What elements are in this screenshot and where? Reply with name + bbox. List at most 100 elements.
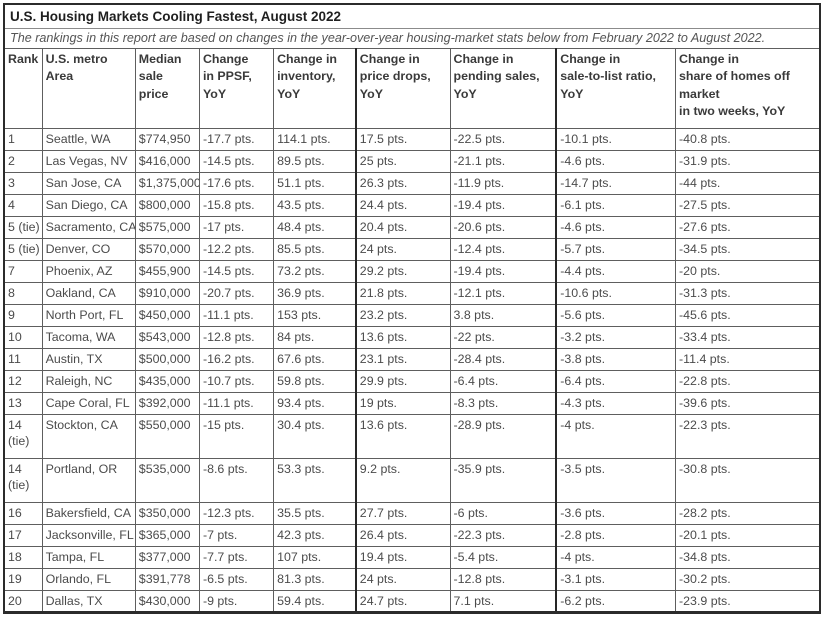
cell-change_inventory_yoy: 42.3 pts. bbox=[273, 523, 357, 547]
cell-rank: 9 bbox=[3, 303, 43, 327]
cell-median_sale_price: $570,000 bbox=[134, 237, 200, 261]
cell-change_pending_sales_yoy: -35.9 pts. bbox=[449, 457, 557, 503]
cell-change_ppsf_yoy: -9 pts. bbox=[198, 589, 275, 613]
cell-change_pending_sales_yoy: -22.5 pts. bbox=[449, 127, 557, 151]
cell-rank: 11 bbox=[3, 347, 43, 371]
cell-change_ppsf_yoy: -16.2 pts. bbox=[198, 347, 275, 371]
cell-change_inventory_yoy: 107 pts. bbox=[273, 545, 357, 569]
cell-metro_area: Seattle, WA bbox=[41, 127, 136, 151]
cell-rank: 5 (tie) bbox=[3, 215, 43, 239]
cell-change_ppsf_yoy: -12.2 pts. bbox=[198, 237, 275, 261]
table-row: 7 Phoenix, AZ $455,900 -14.5 pts. 73.2 pts. 2… bbox=[3, 259, 821, 283]
cell-change_share_off_market_yoy: -34.8 pts. bbox=[675, 545, 821, 569]
table-row: 3 San Jose, CA $1,375,000 -17.6 pts. 51.1 pt… bbox=[3, 171, 821, 195]
cell-change_inventory_yoy: 153 pts. bbox=[273, 303, 357, 327]
table-row: 20 Dallas, TX $430,000 -9 pts. 59.4 pts. 24.7… bbox=[3, 589, 821, 613]
table-row: 18 Tampa, FL $377,000 -7.7 pts. 107 pts. 19.4… bbox=[3, 545, 821, 569]
table-row: 10 Tacoma, WA $543,000 -12.8 pts. 84 pts. 13.… bbox=[3, 325, 821, 349]
cell-change_pending_sales_yoy: 3.8 pts. bbox=[449, 303, 557, 327]
column-header-change_ppsf_yoy: Change in PPSF, YoY bbox=[198, 47, 275, 129]
cell-metro_area: Raleigh, NC bbox=[41, 369, 136, 393]
cell-change_ppsf_yoy: -12.8 pts. bbox=[198, 325, 275, 349]
cell-change_pending_sales_yoy: -11.9 pts. bbox=[449, 171, 557, 195]
cell-median_sale_price: $575,000 bbox=[134, 215, 200, 239]
cell-rank: 20 bbox=[3, 589, 43, 613]
cell-change_inventory_yoy: 43.5 pts. bbox=[273, 193, 357, 217]
cell-change_share_off_market_yoy: -20 pts. bbox=[675, 259, 821, 283]
cell-rank: 14 (tie) bbox=[3, 413, 43, 459]
cell-rank: 4 bbox=[3, 193, 43, 217]
cell-change_share_off_market_yoy: -11.4 pts. bbox=[675, 347, 821, 371]
column-header-change_inventory_yoy: Change in inventory, YoY bbox=[273, 47, 357, 129]
cell-change_sale_to_list_yoy: -4.4 pts. bbox=[555, 259, 677, 283]
cell-metro_area: Jacksonville, FL bbox=[41, 523, 136, 547]
cell-change_share_off_market_yoy: -27.6 pts. bbox=[675, 215, 821, 239]
cell-change_sale_to_list_yoy: -6.2 pts. bbox=[555, 589, 677, 613]
table-row: 1 Seattle, WA $774,950 -17.7 pts. 114.1 pts.… bbox=[3, 127, 821, 151]
cell-metro_area: Tampa, FL bbox=[41, 545, 136, 569]
subtitle-row: The rankings in this report are based on… bbox=[4, 28, 820, 49]
cell-rank: 10 bbox=[3, 325, 43, 349]
table-row: 16 Bakersfield, CA $350,000 -12.3 pts. 35.5 … bbox=[3, 501, 821, 525]
cell-change_pending_sales_yoy: -21.1 pts. bbox=[449, 149, 557, 173]
cell-change_price_drops_yoy: 9.2 pts. bbox=[354, 457, 451, 503]
cell-change_pending_sales_yoy: -22 pts. bbox=[449, 325, 557, 349]
table-row: 8 Oakland, CA $910,000 -20.7 pts. 36.9 pts. 2… bbox=[3, 281, 821, 305]
cell-change_sale_to_list_yoy: -3.8 pts. bbox=[555, 347, 677, 371]
cell-change_price_drops_yoy: 27.7 pts. bbox=[354, 501, 451, 525]
cell-change_pending_sales_yoy: -28.9 pts. bbox=[449, 413, 557, 459]
cell-change_pending_sales_yoy: -20.6 pts. bbox=[449, 215, 557, 239]
cell-median_sale_price: $377,000 bbox=[134, 545, 200, 569]
cell-change_share_off_market_yoy: -23.9 pts. bbox=[675, 589, 821, 613]
cell-change_sale_to_list_yoy: -3.6 pts. bbox=[555, 501, 677, 525]
cell-change_price_drops_yoy: 23.2 pts. bbox=[354, 303, 451, 327]
cell-change_ppsf_yoy: -15 pts. bbox=[198, 413, 275, 459]
cell-change_inventory_yoy: 73.2 pts. bbox=[273, 259, 357, 283]
cell-change_price_drops_yoy: 13.6 pts. bbox=[354, 413, 451, 459]
cell-change_ppsf_yoy: -17 pts. bbox=[198, 215, 275, 239]
cell-change_sale_to_list_yoy: -6.1 pts. bbox=[555, 193, 677, 217]
cell-change_sale_to_list_yoy: -2.8 pts. bbox=[555, 523, 677, 547]
cell-metro_area: Denver, CO bbox=[41, 237, 136, 261]
cell-metro_area: Cape Coral, FL bbox=[41, 391, 136, 415]
cell-median_sale_price: $450,000 bbox=[134, 303, 200, 327]
cell-change_pending_sales_yoy: -12.4 pts. bbox=[449, 237, 557, 261]
cell-change_price_drops_yoy: 13.6 pts. bbox=[354, 325, 451, 349]
cell-change_sale_to_list_yoy: -3.5 pts. bbox=[555, 457, 677, 503]
table-row: 4 San Diego, CA $800,000 -15.8 pts. 43.5 pts… bbox=[3, 193, 821, 217]
table-row: 19 Orlando, FL $391,778 -6.5 pts. 81.3 pts. 2… bbox=[3, 567, 821, 591]
cell-change_inventory_yoy: 81.3 pts. bbox=[273, 567, 357, 591]
table-row: 12 Raleigh, NC $435,000 -10.7 pts. 59.8 pts.… bbox=[3, 369, 821, 393]
table-row: 17 Jacksonville, FL $365,000 -7 pts. 42.3 pt… bbox=[3, 523, 821, 547]
cell-metro_area: Dallas, TX bbox=[41, 589, 136, 613]
cell-metro_area: Bakersfield, CA bbox=[41, 501, 136, 525]
cell-change_ppsf_yoy: -20.7 pts. bbox=[198, 281, 275, 305]
cell-change_inventory_yoy: 51.1 pts. bbox=[273, 171, 357, 195]
cell-change_sale_to_list_yoy: -4 pts. bbox=[555, 545, 677, 569]
cell-rank: 7 bbox=[3, 259, 43, 283]
cell-change_ppsf_yoy: -11.1 pts. bbox=[198, 391, 275, 415]
page-subtitle: The rankings in this report are based on… bbox=[4, 28, 820, 49]
cell-change_sale_to_list_yoy: -10.1 pts. bbox=[555, 127, 677, 151]
cell-change_share_off_market_yoy: -40.8 pts. bbox=[675, 127, 821, 151]
cell-change_price_drops_yoy: 25 pts. bbox=[354, 149, 451, 173]
cell-median_sale_price: $800,000 bbox=[134, 193, 200, 217]
cell-rank: 17 bbox=[3, 523, 43, 547]
cell-median_sale_price: $910,000 bbox=[134, 281, 200, 305]
cell-change_ppsf_yoy: -8.6 pts. bbox=[198, 457, 275, 503]
cell-metro_area: Sacramento, CA bbox=[41, 215, 136, 239]
cell-change_ppsf_yoy: -17.7 pts. bbox=[198, 127, 275, 151]
cell-change_share_off_market_yoy: -30.2 pts. bbox=[675, 567, 821, 591]
cell-change_share_off_market_yoy: -30.8 pts. bbox=[675, 457, 821, 503]
cell-rank: 5 (tie) bbox=[3, 237, 43, 261]
column-header-change_share_off_market_yoy: Change in share of homes off market in t… bbox=[675, 47, 821, 129]
cell-change_sale_to_list_yoy: -14.7 pts. bbox=[555, 171, 677, 195]
cell-change_ppsf_yoy: -14.5 pts. bbox=[198, 149, 275, 173]
table-row: 9 North Port, FL $450,000 -11.1 pts. 153 pts… bbox=[3, 303, 821, 327]
cell-change_price_drops_yoy: 23.1 pts. bbox=[354, 347, 451, 371]
cell-median_sale_price: $350,000 bbox=[134, 501, 200, 525]
cell-change_sale_to_list_yoy: -10.6 pts. bbox=[555, 281, 677, 305]
cell-median_sale_price: $535,000 bbox=[134, 457, 200, 503]
cell-change_ppsf_yoy: -15.8 pts. bbox=[198, 193, 275, 217]
cell-change_share_off_market_yoy: -33.4 pts. bbox=[675, 325, 821, 349]
